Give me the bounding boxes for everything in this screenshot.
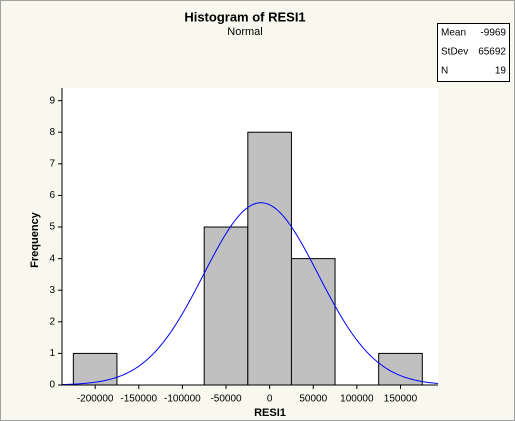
bar	[247, 131, 292, 386]
x-tick-label: 0	[267, 394, 273, 405]
normal-curve	[62, 202, 438, 385]
x-tick-label: -50000	[210, 394, 242, 405]
y-tick-label: 7	[49, 158, 55, 169]
chart-title: Histogram of RESI1	[184, 9, 305, 24]
x-tick-label: 100000	[340, 394, 374, 405]
stats-label: Mean	[441, 28, 466, 39]
stats-value: -9969	[480, 28, 506, 39]
y-tick-label: 1	[49, 348, 55, 359]
stats-box	[437, 23, 510, 82]
bar	[290, 258, 336, 386]
y-tick-label: 4	[49, 253, 55, 264]
x-tick-label: -150000	[120, 394, 157, 405]
bar	[72, 352, 118, 386]
y-tick-label: 3	[49, 285, 55, 296]
y-tick-label: 8	[49, 127, 55, 138]
y-tick-label: 2	[49, 316, 55, 327]
stats-value: 65692	[478, 47, 506, 58]
y-axis-label: Frequency	[29, 211, 41, 268]
x-axis-label: RESI1	[254, 407, 286, 419]
y-tick-label: 0	[49, 380, 55, 391]
y-tick-label: 6	[49, 190, 55, 201]
stats-label: StDev	[441, 47, 468, 58]
x-tick-label: 150000	[384, 394, 418, 405]
x-tick-label: -100000	[164, 394, 201, 405]
y-tick-label: 5	[49, 222, 55, 233]
bar	[203, 226, 249, 386]
y-tick-label: 9	[49, 95, 55, 106]
chart-subtitle: Normal	[227, 26, 262, 38]
stats-label: N	[441, 66, 448, 77]
x-tick-label: 50000	[299, 394, 327, 405]
stats-value: 19	[495, 66, 507, 77]
x-tick-label: -200000	[77, 394, 114, 405]
